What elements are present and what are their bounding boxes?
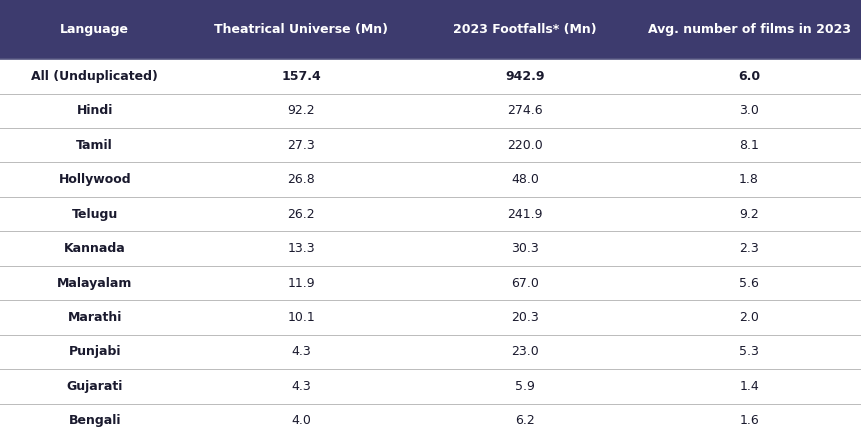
Text: Tamil: Tamil [77, 139, 113, 152]
Text: 274.6: 274.6 [507, 104, 543, 117]
Bar [0, 59, 861, 94]
Text: 2.0: 2.0 [739, 311, 759, 324]
Text: 2023 Footfalls* (Mn): 2023 Footfalls* (Mn) [454, 23, 597, 36]
Text: Telugu: Telugu [71, 208, 118, 221]
Text: 220.0: 220.0 [507, 139, 543, 152]
Text: 6.0: 6.0 [738, 70, 760, 83]
Text: 13.3: 13.3 [288, 242, 315, 255]
Text: 4.3: 4.3 [292, 346, 311, 358]
Text: 11.9: 11.9 [288, 276, 315, 290]
Text: 26.8: 26.8 [288, 173, 315, 186]
Text: 27.3: 27.3 [288, 139, 315, 152]
Bar [0, 162, 861, 197]
Text: Hollywood: Hollywood [59, 173, 131, 186]
Text: 6.2: 6.2 [516, 414, 535, 427]
Text: 48.0: 48.0 [511, 173, 539, 186]
Text: Kannada: Kannada [64, 242, 126, 255]
Bar [0, 128, 861, 162]
Bar [0, 335, 861, 369]
Text: 2.3: 2.3 [740, 242, 759, 255]
Text: 67.0: 67.0 [511, 276, 539, 290]
Text: Malayalam: Malayalam [57, 276, 133, 290]
Bar [0, 197, 861, 231]
Bar [189, 0, 413, 59]
Text: 942.9: 942.9 [505, 70, 545, 83]
Text: 4.0: 4.0 [291, 414, 312, 427]
Text: 20.3: 20.3 [511, 311, 539, 324]
Text: 4.3: 4.3 [292, 380, 311, 393]
Text: Language: Language [60, 23, 129, 36]
Text: 30.3: 30.3 [511, 242, 539, 255]
Text: 26.2: 26.2 [288, 208, 315, 221]
Text: 9.2: 9.2 [740, 208, 759, 221]
Text: 5.3: 5.3 [739, 346, 759, 358]
Text: 5.9: 5.9 [515, 380, 536, 393]
Text: 241.9: 241.9 [507, 208, 543, 221]
Bar [0, 0, 189, 59]
Bar [0, 231, 861, 266]
Bar [0, 300, 861, 335]
Text: Theatrical Universe (Mn): Theatrical Universe (Mn) [214, 23, 388, 36]
Text: 5.6: 5.6 [739, 276, 759, 290]
Text: 1.6: 1.6 [740, 414, 759, 427]
Text: 3.0: 3.0 [739, 104, 759, 117]
Bar [0, 403, 861, 438]
Bar [0, 94, 861, 128]
Text: Hindi: Hindi [77, 104, 113, 117]
Text: Gujarati: Gujarati [66, 380, 123, 393]
Text: All (Unduplicated): All (Unduplicated) [31, 70, 158, 83]
Text: Avg. number of films in 2023: Avg. number of films in 2023 [647, 23, 851, 36]
Bar [0, 369, 861, 403]
Text: Punjabi: Punjabi [69, 346, 121, 358]
Bar [637, 0, 861, 59]
Text: Marathi: Marathi [67, 311, 122, 324]
Text: 8.1: 8.1 [739, 139, 759, 152]
Text: Bengali: Bengali [69, 414, 121, 427]
Text: 10.1: 10.1 [288, 311, 315, 324]
Text: 1.4: 1.4 [740, 380, 759, 393]
Bar [0, 266, 861, 300]
Bar [413, 0, 637, 59]
Text: 23.0: 23.0 [511, 346, 539, 358]
Text: 92.2: 92.2 [288, 104, 315, 117]
Text: 1.8: 1.8 [739, 173, 759, 186]
Text: 157.4: 157.4 [282, 70, 321, 83]
